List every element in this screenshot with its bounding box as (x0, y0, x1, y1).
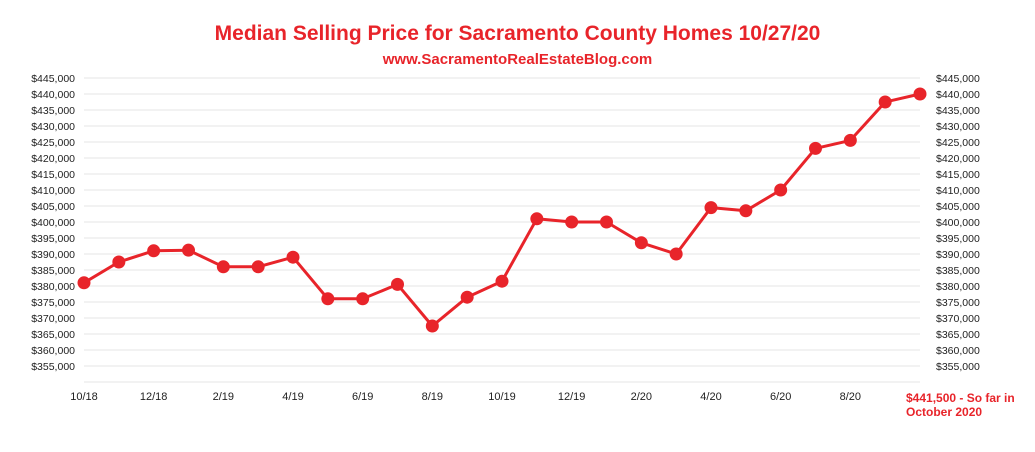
data-point (286, 250, 300, 264)
y-tick-label-right: $360,000 (936, 345, 980, 357)
x-tick-label: 8/20 (840, 391, 861, 403)
annotation-line-1: $441,500 - So far in (906, 391, 1015, 405)
data-point (112, 255, 126, 269)
annotation-line-2: October 2020 (906, 405, 982, 419)
y-tick-label-right: $440,000 (936, 89, 980, 101)
y-tick-label-left: $400,000 (31, 217, 75, 229)
y-tick-label-left: $390,000 (31, 249, 75, 261)
x-tick-label: 6/20 (770, 391, 791, 403)
data-point (147, 244, 161, 258)
y-tick-label-left: $380,000 (31, 281, 75, 293)
y-tick-label-left: $410,000 (31, 185, 75, 197)
x-tick-label: 4/20 (700, 391, 721, 403)
x-tick-label: 2/19 (213, 391, 234, 403)
y-tick-label-right: $375,000 (936, 297, 980, 309)
y-tick-label-left: $415,000 (31, 169, 75, 181)
data-point (774, 183, 788, 197)
data-point (321, 292, 335, 306)
y-tick-label-right: $405,000 (936, 201, 980, 213)
chart-title: Median Selling Price for Sacramento Coun… (214, 22, 821, 45)
x-tick-label: 8/19 (422, 391, 443, 403)
y-tick-label-left: $395,000 (31, 233, 75, 245)
y-tick-label-right: $430,000 (936, 121, 980, 133)
x-tick-label: 12/19 (558, 391, 586, 403)
data-point (530, 212, 544, 226)
y-tick-label-right: $380,000 (936, 281, 980, 293)
y-tick-label-right: $365,000 (936, 329, 980, 341)
y-tick-label-left: $425,000 (31, 137, 75, 149)
y-tick-label-left: $365,000 (31, 329, 75, 341)
y-tick-label-right: $385,000 (936, 265, 980, 277)
y-tick-label-left: $385,000 (31, 265, 75, 277)
data-point (913, 87, 927, 101)
data-point (495, 274, 509, 288)
y-tick-label-right: $445,000 (936, 73, 980, 85)
data-point (77, 276, 91, 290)
x-tick-label: 4/19 (282, 391, 303, 403)
y-tick-label-right: $390,000 (936, 249, 980, 261)
y-tick-label-right: $425,000 (936, 137, 980, 149)
y-tick-label-right: $420,000 (936, 153, 980, 165)
data-point (878, 95, 892, 109)
y-tick-label-left: $430,000 (31, 121, 75, 133)
data-point (634, 236, 648, 250)
data-point (739, 204, 753, 218)
y-tick-label-left: $445,000 (31, 73, 75, 85)
y-tick-label-left: $355,000 (31, 361, 75, 373)
y-tick-label-right: $355,000 (936, 361, 980, 373)
y-tick-label-left: $375,000 (31, 297, 75, 309)
y-tick-label-right: $400,000 (936, 217, 980, 229)
data-point (669, 247, 683, 261)
data-point (216, 260, 230, 274)
x-tick-label: 6/19 (352, 391, 373, 403)
y-tick-label-right: $395,000 (936, 233, 980, 245)
y-tick-label-left: $420,000 (31, 153, 75, 165)
data-point (425, 319, 439, 333)
data-point (460, 290, 474, 304)
y-tick-label-right: $415,000 (936, 169, 980, 181)
data-point (809, 141, 822, 155)
x-tick-label: 2/20 (631, 391, 652, 403)
x-tick-label: 12/18 (140, 391, 168, 403)
y-tick-label-right: $410,000 (936, 185, 980, 197)
data-point (565, 215, 579, 229)
x-tick-label: 10/19 (488, 391, 516, 403)
chart-subtitle: www.SacramentoRealEstateBlog.com (382, 51, 653, 68)
data-point (251, 260, 265, 274)
y-tick-label-left: $405,000 (31, 201, 75, 213)
data-point (600, 215, 613, 229)
data-point (356, 292, 370, 306)
series-line (83, 92, 921, 328)
data-point (182, 243, 195, 257)
y-tick-label-left: $360,000 (31, 345, 75, 357)
y-tick-label-left: $370,000 (31, 313, 75, 325)
data-point (391, 277, 404, 291)
data-point (704, 201, 718, 215)
data-point (843, 133, 857, 147)
y-tick-label-right: $370,000 (936, 313, 980, 325)
x-tick-label: 10/18 (70, 391, 98, 403)
y-tick-label-right: $435,000 (936, 105, 980, 117)
y-tick-label-left: $440,000 (31, 89, 75, 101)
y-tick-label-left: $435,000 (31, 105, 75, 117)
